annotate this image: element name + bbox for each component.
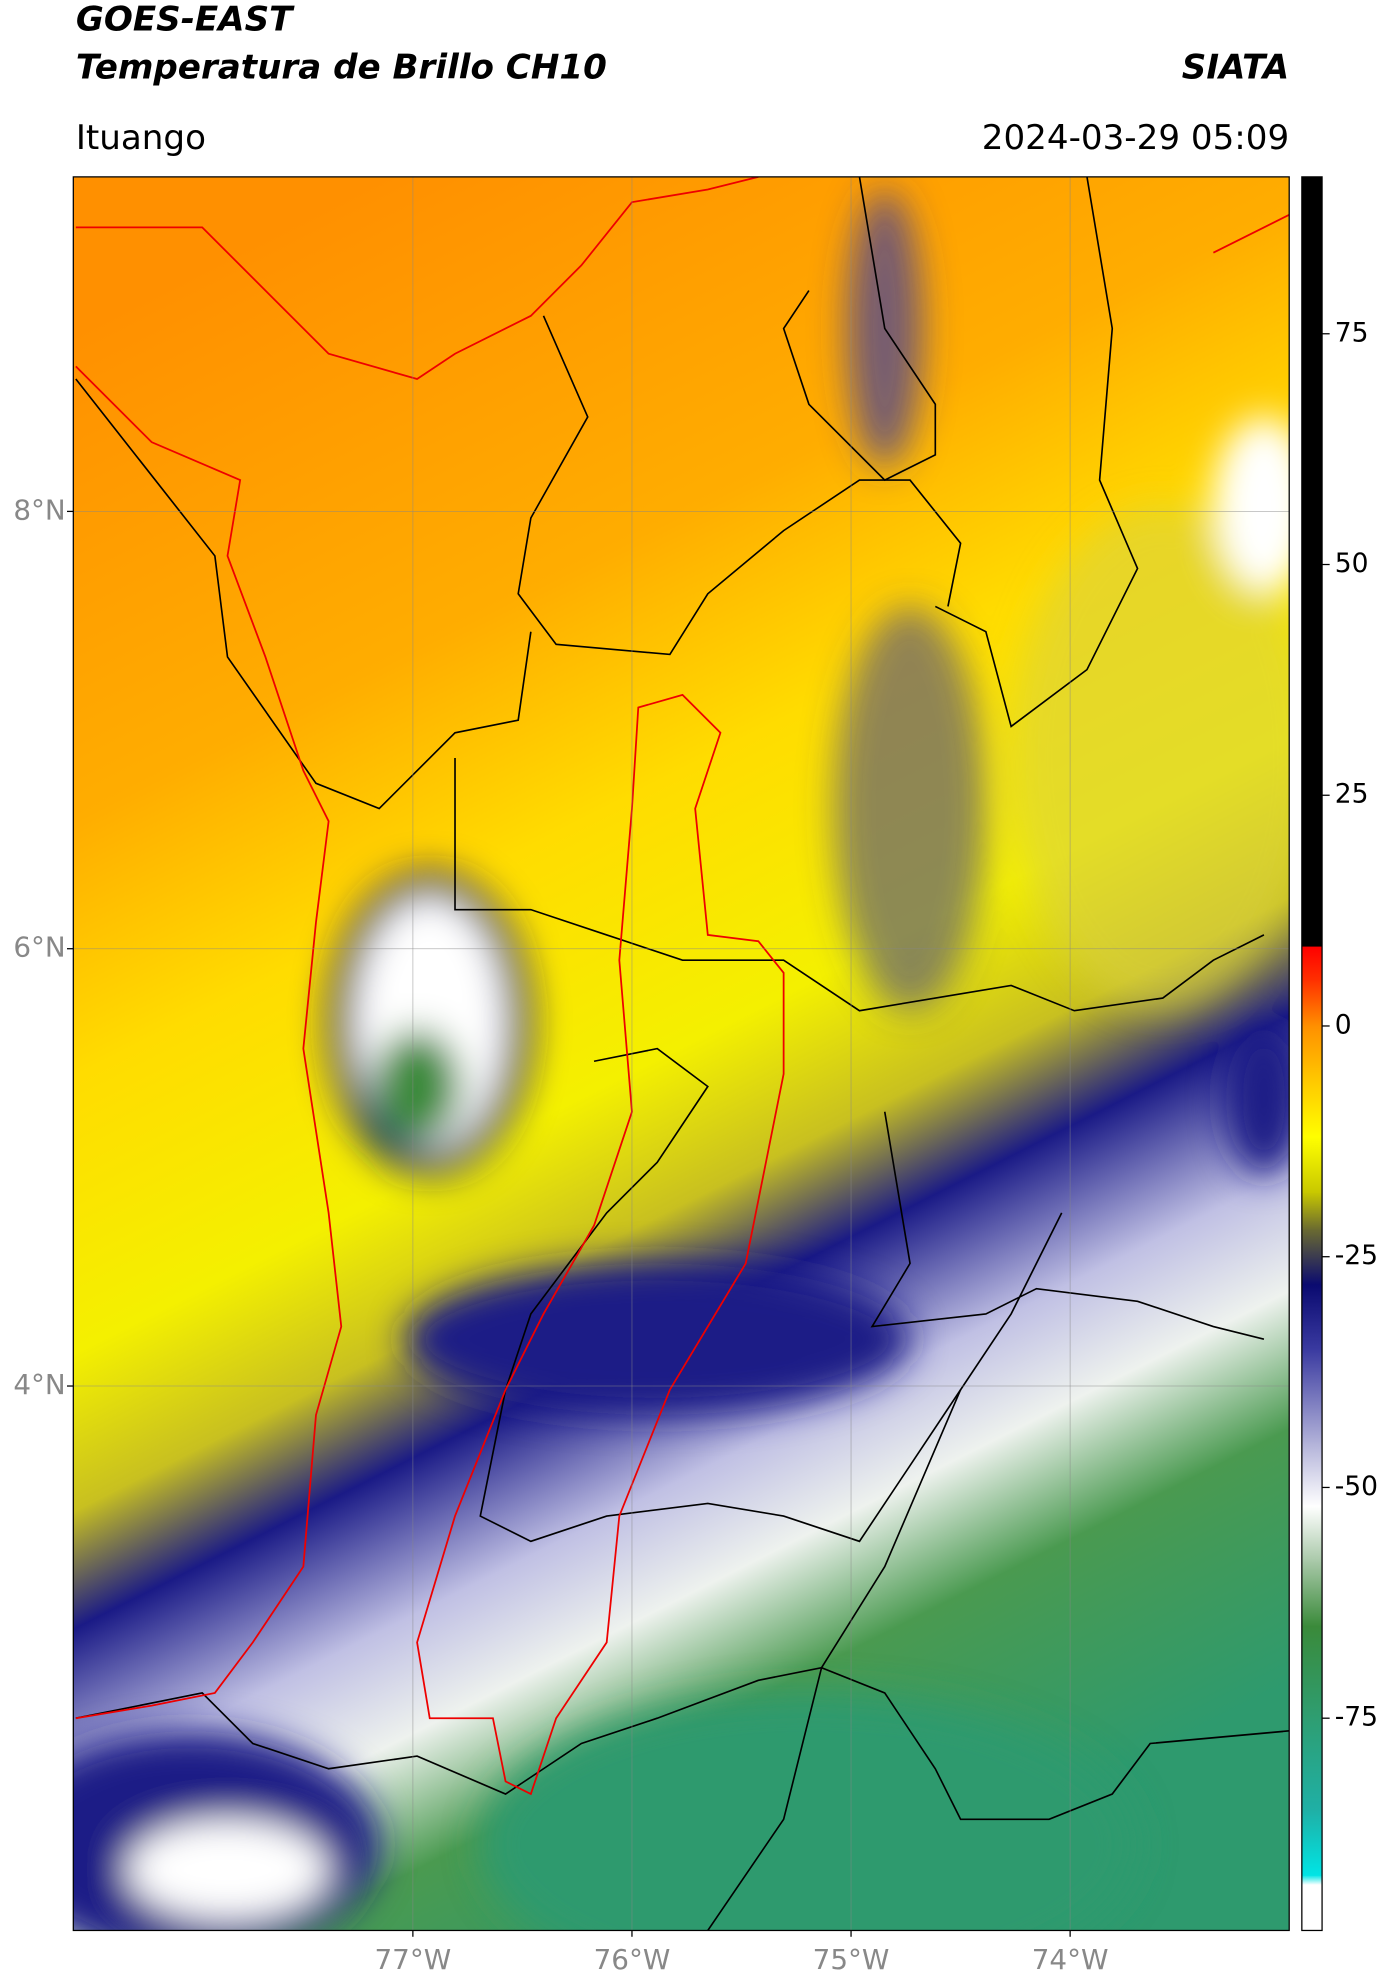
subtitle: Temperatura de Brillo CH10	[76, 47, 607, 87]
colormap-segment	[1301, 1229, 1323, 1286]
x-tick-label: 75°W	[813, 1943, 890, 1976]
colormap-segment	[1301, 1718, 1323, 1812]
colorbar-tick-label: -50	[1335, 1471, 1378, 1502]
y-tick-label: 4°N	[13, 1368, 65, 1401]
colormap-segment	[1301, 1136, 1323, 1193]
colormap-segment	[1301, 1025, 1323, 1073]
x-tick-label: 76°W	[594, 1943, 671, 1976]
colormap-segment	[1301, 979, 1323, 1027]
colormap-segment	[1301, 1284, 1323, 1350]
colorbar-tick-label: 0	[1335, 1009, 1352, 1040]
map-frame	[72, 176, 1290, 1932]
title: GOES-EAST	[76, 0, 295, 39]
colormap-segment	[1301, 176, 1323, 947]
colormap-segment	[1301, 1441, 1323, 1507]
cloud-features	[73, 189, 1290, 1931]
colormap-segment	[1301, 1884, 1323, 1932]
x-tick-label: 74°W	[1032, 1943, 1109, 1976]
y-tick-label: 8°N	[13, 493, 65, 526]
colorbar-tick-label: -75	[1335, 1702, 1378, 1733]
source: SIATA	[1182, 47, 1289, 87]
colormap-segment	[1301, 1875, 1323, 1885]
colormap-segment	[1301, 1349, 1323, 1442]
colormap-segment	[1301, 1072, 1323, 1138]
colormap-segment	[1301, 1192, 1323, 1230]
colormap-segment	[1301, 946, 1323, 981]
colorbar	[1301, 176, 1323, 1932]
image-base	[73, 176, 1290, 1931]
colormap-segment	[1301, 1561, 1323, 1627]
colormap-segment	[1301, 1810, 1323, 1876]
colormap-segment	[1301, 945, 1323, 948]
admin-borders	[75, 176, 1290, 1931]
colorbar-tick-label: 50	[1335, 548, 1369, 579]
colorbar-tick-label: 25	[1335, 779, 1369, 810]
graticule	[73, 176, 1290, 1931]
colorbar-frame	[1301, 176, 1323, 1932]
colormap-segment	[1301, 1505, 1323, 1562]
y-tick-label: 6°N	[13, 931, 65, 964]
satellite-image	[73, 176, 1290, 1931]
colorbar-tick-label: -25	[1335, 1240, 1378, 1271]
location: Ituango	[76, 118, 206, 158]
datetime: 2024-03-29 05:09	[982, 118, 1289, 158]
x-tick-label: 77°W	[374, 1943, 451, 1976]
colorbar-tick-label: 75	[1335, 317, 1369, 348]
colormap-segment	[1301, 1625, 1323, 1719]
coast-and-basin-borders	[75, 176, 1290, 1796]
